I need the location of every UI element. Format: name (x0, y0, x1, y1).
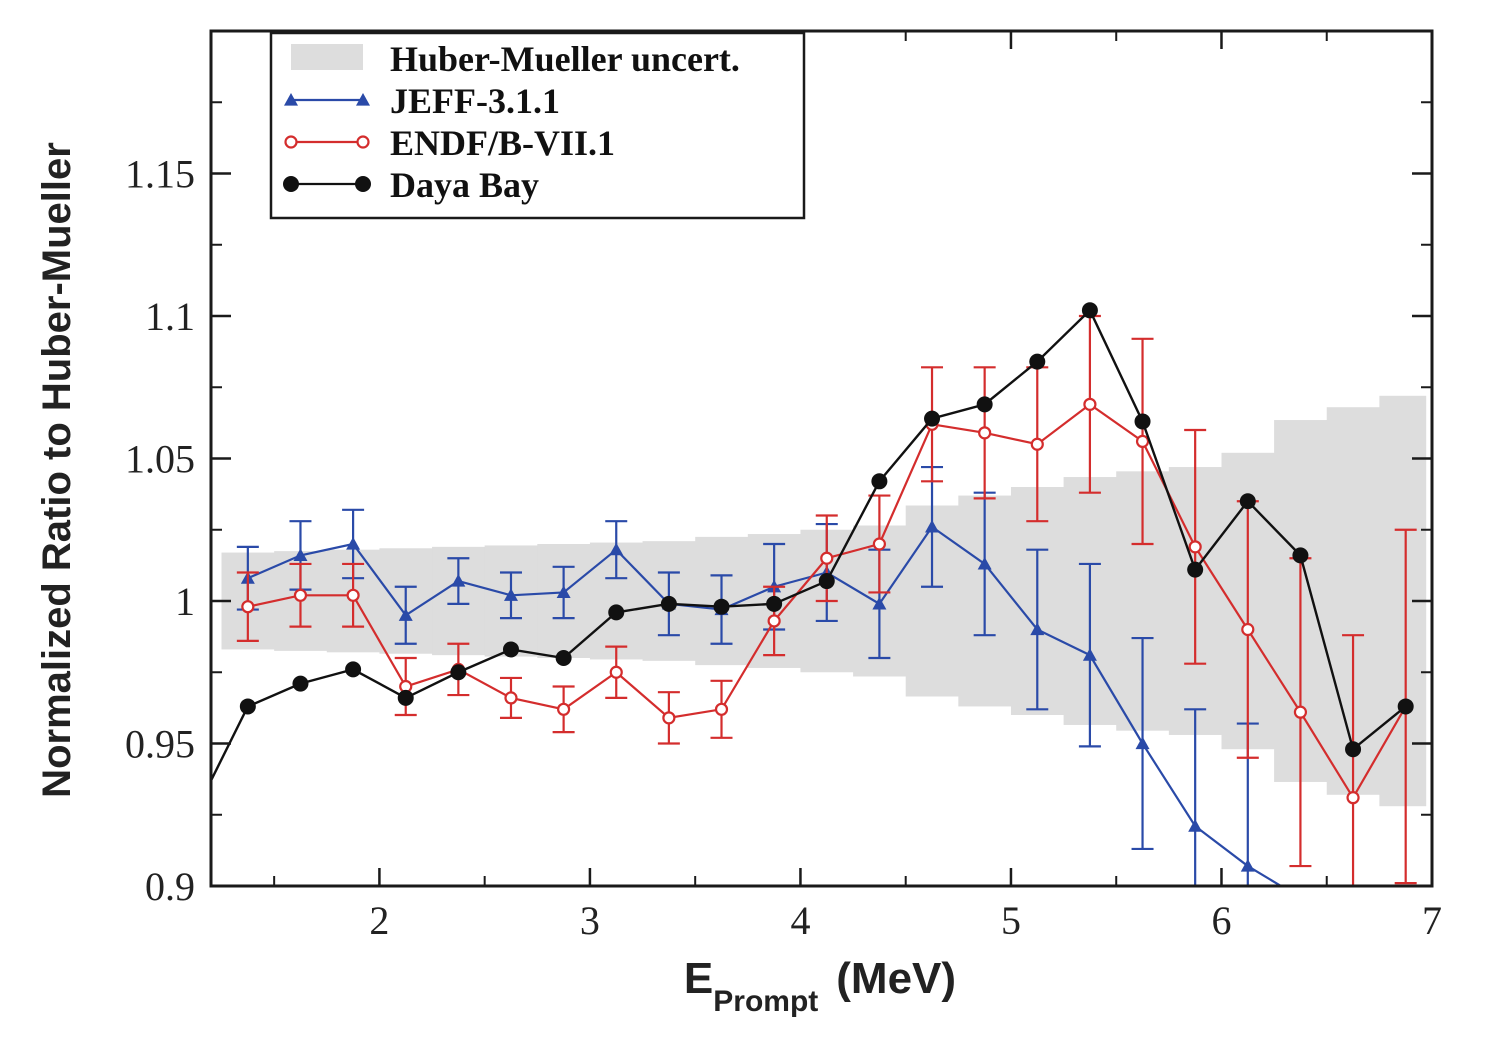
data-point-2-10 (713, 598, 730, 615)
x-tick-label: 5 (1001, 898, 1021, 943)
data-point-0-17 (1135, 736, 1150, 750)
data-point-2-16 (1029, 353, 1046, 370)
legend-swatch-jeff (284, 93, 370, 106)
legend: Huber-Mueller uncert. JEFF-3.1.1 ENDF/B-… (269, 31, 806, 220)
legend-marker-right-0 (356, 93, 370, 106)
data-point-0-12 (872, 596, 887, 610)
y-axis-title: Normalized Ratio to Huber-Mueller (35, 142, 79, 798)
data-point-2-11 (766, 595, 783, 612)
data-point-0-13 (925, 519, 940, 533)
data-point-2-22 (1345, 741, 1362, 758)
legend-label-band: Huber-Mueller uncert. (390, 39, 740, 79)
data-point-2-8 (608, 604, 625, 621)
x-tick-label: 3 (580, 898, 600, 943)
data-point-2-2 (292, 675, 309, 692)
legend-swatch-daya-bay (283, 176, 371, 192)
legend-swatch-band (291, 44, 363, 70)
y-tick-label: 1 (175, 579, 195, 624)
data-point-0-14 (977, 556, 992, 570)
data-point-0-4 (451, 574, 466, 587)
y-tick-label: 0.95 (125, 722, 195, 767)
data-point-1-6 (557, 702, 571, 716)
data-point-1-19 (1241, 622, 1255, 637)
data-point-2-12 (818, 573, 835, 590)
data-point-2-19 (1187, 561, 1204, 578)
x-tick-label: 6 (1211, 898, 1231, 943)
y-tick-label: 1.1 (145, 294, 195, 339)
data-point-1-18 (1188, 540, 1202, 554)
data-point-0-7 (609, 542, 624, 556)
data-point-1-2 (346, 588, 360, 602)
data-point-2-4 (397, 689, 414, 706)
data-point-2-9 (660, 595, 677, 612)
data-point-2-18 (1134, 413, 1151, 430)
data-point-0-3 (398, 608, 413, 621)
data-point-0-15 (1030, 622, 1045, 636)
legend-marker-right-1 (356, 135, 370, 149)
data-point-2-6 (502, 641, 519, 658)
data-point-0-6 (556, 585, 571, 599)
data-point-1-9 (714, 702, 729, 716)
x-axis-title-main: E (684, 954, 713, 1003)
data-point-1-21 (1346, 791, 1360, 805)
data-point-1-14 (978, 426, 992, 440)
legend-marker-left-2 (283, 176, 299, 192)
series-layer (211, 302, 1417, 886)
data-point-1-15 (1030, 437, 1044, 451)
data-point-0-1 (293, 548, 308, 561)
series-2 (211, 302, 1414, 782)
data-point-0-2 (346, 537, 361, 550)
data-point-1-7 (609, 665, 623, 679)
legend-label-jeff: JEFF-3.1.1 (390, 81, 560, 121)
data-point-1-8 (662, 711, 676, 725)
data-point-1-12 (872, 537, 886, 551)
data-point-2-23 (1397, 698, 1414, 715)
data-point-1-5 (504, 691, 518, 705)
data-point-0-5 (503, 588, 518, 601)
legend-swatch-endf (284, 135, 370, 149)
data-point-1-20 (1293, 705, 1308, 719)
data-point-1-10 (767, 614, 781, 628)
series-line-2 (211, 308, 1407, 782)
legend-marker-right-2 (355, 176, 371, 192)
data-point-1-11 (820, 551, 834, 565)
data-point-2-5 (450, 664, 467, 681)
legend-marker-left-0 (284, 93, 298, 106)
data-point-2-21 (1292, 547, 1309, 564)
x-axis-title-unit: (MeV) (836, 954, 956, 1003)
data-point-2-20 (1239, 493, 1256, 510)
data-point-2-13 (871, 473, 888, 490)
y-tick-label: 1.15 (125, 152, 195, 197)
data-point-2-7 (555, 650, 572, 666)
x-axis-title-subscript: Prompt (713, 985, 818, 1018)
y-tick-label: 1.05 (125, 437, 195, 482)
data-point-2-3 (345, 661, 362, 678)
data-point-1-17 (1135, 434, 1150, 448)
data-point-2-17 (1081, 302, 1098, 319)
data-point-1-0 (241, 600, 255, 614)
x-tick-label: 7 (1422, 898, 1442, 943)
x-tick-label: 4 (790, 898, 810, 943)
legend-label-daya-bay: Daya Bay (390, 165, 539, 205)
x-tick-label: 2 (369, 898, 389, 943)
data-point-1-1 (293, 588, 308, 602)
data-point-0-19 (1240, 859, 1255, 872)
data-point-2-15 (976, 396, 993, 413)
data-point-0-16 (1082, 648, 1097, 661)
data-point-2-14 (924, 410, 941, 427)
y-tick-label: 0.9 (145, 864, 195, 909)
data-point-2-1 (239, 698, 256, 715)
legend-label-endf: ENDF/B-VII.1 (390, 123, 615, 163)
x-axis-title: EPrompt (MeV) (684, 954, 956, 1018)
data-point-0-18 (1188, 819, 1203, 832)
legend-marker-left-1 (284, 135, 298, 149)
axis-ticks: 2 3 4 5 6 7 0.9 0.95 1 1.05 1.1 1.15 (125, 31, 1442, 943)
data-point-1-16 (1083, 397, 1097, 411)
